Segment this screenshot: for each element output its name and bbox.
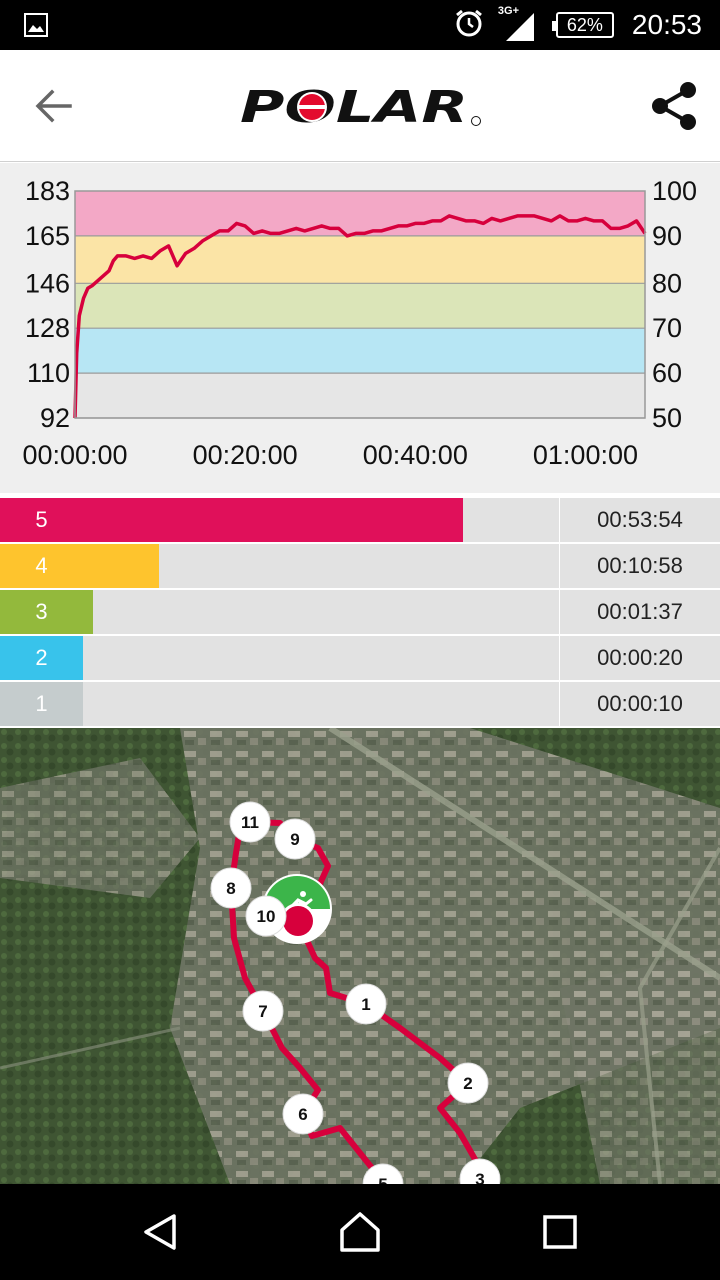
zone-number: 4	[0, 544, 83, 588]
zone-band-1	[75, 373, 645, 418]
back-button[interactable]	[28, 84, 80, 128]
zone-number: 2	[0, 636, 83, 680]
network-type: 3G+	[497, 5, 520, 17]
heart-rate-zones: 5 00:53:54 4 00:10:58 3 00:01:37 2 00:00…	[0, 498, 720, 728]
y-left-tick-label: 110	[27, 358, 70, 388]
zone-duration-bar	[83, 590, 93, 634]
zone-band-4	[75, 235, 645, 284]
y-left-tick-label: 92	[40, 403, 70, 433]
map-road	[637, 847, 720, 1184]
app-toolbar: POLAR	[0, 50, 720, 162]
km-marker-label: 1	[361, 995, 370, 1014]
nav-home-button[interactable]	[336, 1208, 384, 1256]
km-marker-label: 8	[226, 879, 235, 898]
zone-row-3: 3 00:01:37	[0, 590, 720, 634]
km-marker-2[interactable]: 2	[447, 1062, 489, 1104]
km-marker-label: 7	[258, 1002, 267, 1021]
km-marker-label: 9	[290, 830, 299, 849]
km-marker-label: 3	[475, 1170, 484, 1184]
zone-number: 5	[0, 498, 83, 542]
zone-row-4: 4 00:10:58	[0, 544, 720, 588]
x-tick-label: 00:40:00	[363, 440, 468, 470]
brand-name: POLAR	[240, 86, 468, 128]
km-marker-8[interactable]: 8	[210, 867, 252, 909]
km-marker-label: 2	[463, 1074, 472, 1093]
km-marker-1[interactable]: 1	[345, 983, 387, 1025]
y-left-tick-label: 128	[25, 313, 70, 343]
zone-number: 1	[0, 682, 83, 726]
nav-recents-button[interactable]	[536, 1208, 584, 1256]
zone-row-1: 1 00:00:10	[0, 682, 720, 726]
heart-rate-chart: 183 165 146 128 110 92 100 90 80 70 60 50 00:00:00…	[0, 163, 720, 493]
plot-frame	[74, 190, 646, 419]
km-marker-5[interactable]: 5	[362, 1163, 404, 1184]
status-bar: 3G+ 62% 20:53	[0, 0, 720, 50]
zone-time: 00:10:58	[559, 544, 720, 588]
battery-icon: 62%	[551, 12, 614, 38]
x-tick-label: 00:20:00	[193, 440, 298, 470]
km-marker-label: 11	[241, 813, 259, 832]
zone-duration-bar	[83, 544, 159, 588]
image-icon	[24, 13, 48, 42]
nav-back-icon	[144, 1214, 176, 1250]
back-arrow-icon	[35, 89, 72, 123]
alarm-icon	[454, 8, 484, 43]
zone-number: 3	[0, 590, 83, 634]
km-marker-10[interactable]: 10	[245, 895, 287, 937]
zone-duration-bar	[83, 498, 463, 542]
km-marker-3[interactable]: 3	[459, 1158, 501, 1184]
km-marker-9[interactable]: 9	[274, 818, 316, 860]
zone-band-3	[75, 283, 645, 329]
nav-back-button[interactable]	[136, 1208, 184, 1256]
clock: 20:53	[631, 9, 702, 40]
signal-icon: 3G+	[498, 5, 538, 41]
km-marker-label: 6	[298, 1105, 307, 1124]
y-right-tick-label: 90	[652, 221, 682, 251]
finish-dot-icon	[283, 906, 313, 936]
x-tick-label: 01:00:00	[533, 440, 638, 470]
share-button[interactable]	[646, 78, 702, 134]
y-right-tick-label: 100	[652, 176, 697, 206]
map-road	[0, 1026, 181, 1070]
heart-rate-series-line	[73, 214, 647, 419]
map-urban-area	[0, 758, 200, 898]
km-marker-6[interactable]: 6	[282, 1093, 324, 1135]
zone-band-2	[75, 328, 645, 374]
map-urban-area	[560, 948, 720, 1184]
map-road	[328, 728, 720, 981]
y-left-tick-label: 165	[25, 221, 70, 251]
zone-time: 00:00:10	[559, 682, 720, 726]
zone-time: 00:53:54	[559, 498, 720, 542]
nav-home-icon	[340, 1212, 380, 1252]
finish-marker[interactable]	[280, 903, 316, 939]
y-right-tick-label: 50	[652, 403, 682, 433]
km-marker-label: 10	[257, 907, 276, 926]
km-marker-7[interactable]: 7	[242, 990, 284, 1032]
system-navigation-bar	[0, 1184, 720, 1280]
zone-band-5	[75, 191, 645, 236]
zone-time: 00:00:20	[559, 636, 720, 680]
polar-logo: POLAR	[240, 82, 482, 133]
zone-time: 00:01:37	[559, 590, 720, 634]
zone-row-2: 2 00:00:20	[0, 636, 720, 680]
route-map-svg[interactable]: 1 2 3 5 6 7 8 9 10 11	[0, 728, 720, 1184]
km-marker-11[interactable]: 11	[229, 801, 271, 843]
x-tick-label: 00:00:00	[22, 440, 127, 470]
nav-recents-icon	[543, 1215, 577, 1249]
heart-rate-chart-svg: 183 165 146 128 110 92 100 90 80 70 60 50 00:00:00…	[22, 176, 697, 470]
y-right-tick-label: 70	[652, 313, 682, 343]
route-map[interactable]: 1 2 3 5 6 7 8 9 10 11	[0, 728, 720, 1184]
y-left-tick-label: 183	[25, 176, 70, 206]
y-right-tick-label: 80	[652, 268, 682, 298]
km-marker-label: 5	[378, 1175, 387, 1184]
y-right-tick-label: 60	[652, 358, 682, 388]
battery-level: 62%	[566, 14, 603, 35]
zone-row-5: 5 00:53:54	[0, 498, 720, 542]
y-left-tick-label: 146	[25, 268, 70, 298]
share-icon	[652, 82, 696, 130]
